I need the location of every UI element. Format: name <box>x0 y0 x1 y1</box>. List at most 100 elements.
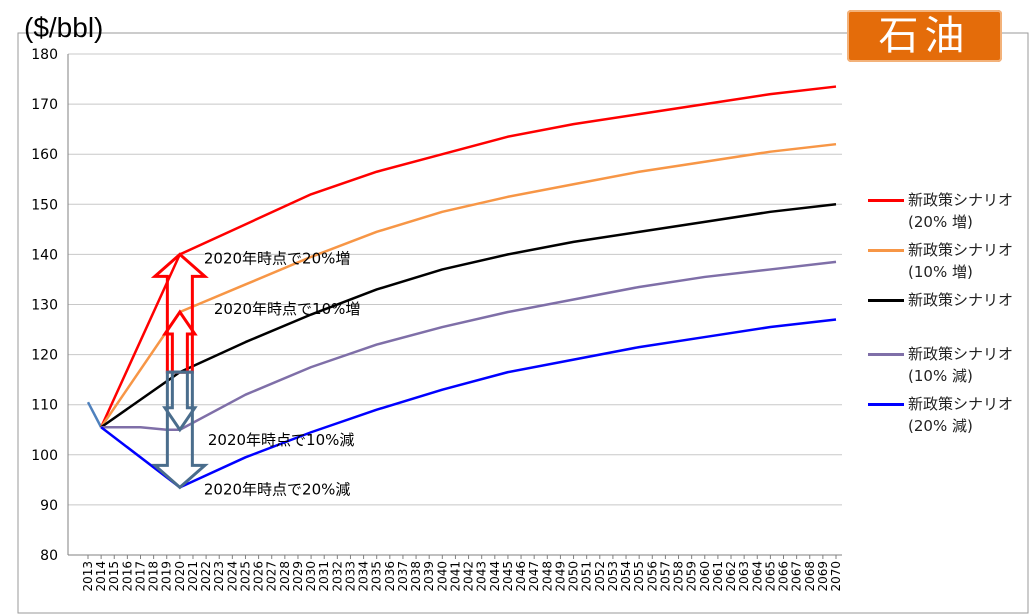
x-tick-label: 2029 <box>291 561 305 592</box>
legend-swatch <box>868 199 904 202</box>
x-tick-label: 2060 <box>698 561 712 592</box>
x-tick-label: 2018 <box>147 561 161 592</box>
x-tick-label: 2057 <box>658 561 672 592</box>
x-tick-label: 2052 <box>593 561 607 592</box>
y-tick-label: 90 <box>40 498 58 514</box>
series-line-4 <box>100 318 837 489</box>
x-tick-label: 2020 <box>173 561 187 592</box>
x-tick-label: 2026 <box>252 561 266 592</box>
y-tick-label: 150 <box>31 197 58 213</box>
legend-sub-label: (20% 増) <box>908 213 973 231</box>
x-tick-label: 2042 <box>462 561 476 592</box>
series-line-1 <box>100 142 837 428</box>
x-tick-label: 2049 <box>553 561 567 592</box>
y-tick-label: 160 <box>31 147 58 163</box>
y-tick-label: 130 <box>31 298 58 314</box>
y-tick-label: 80 <box>40 548 58 564</box>
legend-label: 新政策シナリオ <box>908 291 1014 309</box>
arrow-up-10 <box>162 309 198 374</box>
legend-item-plus20: 新政策シナリオ (20% 増) <box>868 188 1033 238</box>
x-tick-label: 2036 <box>383 561 397 592</box>
x-tick-label: 2022 <box>199 561 213 592</box>
x-tick-label: 2043 <box>475 561 489 592</box>
x-tick-label: 2027 <box>265 561 279 592</box>
legend-swatch <box>868 403 904 406</box>
x-tick-label: 2070 <box>829 561 843 592</box>
x-tick-label: 2068 <box>803 561 817 592</box>
legend-label: 新政策シナリオ <box>908 345 1014 363</box>
x-tick-label: 2059 <box>685 561 699 592</box>
x-tick-label: 2034 <box>357 561 371 592</box>
y-axis-unit-label: ($/bbl) <box>24 12 104 43</box>
x-tick-label: 2041 <box>448 561 462 592</box>
x-tick-label: 2062 <box>724 561 738 592</box>
x-tick-label: 2048 <box>540 561 554 592</box>
x-tick-label: 2044 <box>488 561 502 592</box>
x-tick-label: 2023 <box>212 561 226 592</box>
x-tick-label: 2024 <box>225 561 239 592</box>
x-tick-label: 2025 <box>238 561 252 592</box>
annotation-label: 2020年時点で10%増 <box>214 300 361 318</box>
x-tick-label: 2040 <box>435 561 449 592</box>
x-tick-label: 2051 <box>580 561 594 592</box>
y-tick-label: 170 <box>31 97 58 113</box>
x-tick-label: 2014 <box>94 561 108 592</box>
series-line-3 <box>101 260 837 431</box>
x-tick-label: 2066 <box>777 561 791 592</box>
x-tick-label: 2016 <box>120 561 134 592</box>
x-tick-label: 2028 <box>278 561 292 592</box>
x-tick-label: 2033 <box>343 561 357 592</box>
chart-frame <box>17 32 1029 614</box>
commodity-badge: 石油 <box>847 10 1002 62</box>
x-tick-label: 2047 <box>527 561 541 592</box>
y-tick-label: 120 <box>31 348 58 364</box>
x-tick-label: 2030 <box>304 561 318 592</box>
y-tick-label: 140 <box>31 247 58 263</box>
x-tick-label: 2056 <box>645 561 659 592</box>
x-tick-label: 2037 <box>396 561 410 592</box>
x-tick-label: 2017 <box>133 561 147 592</box>
y-tick-label: 180 <box>31 47 58 63</box>
x-tick-label: 2065 <box>763 561 777 592</box>
x-tick-label: 2058 <box>672 561 686 592</box>
series-line-0 <box>99 85 837 428</box>
x-tick-label: 2046 <box>514 561 528 592</box>
legend-label: 新政策シナリオ <box>908 241 1014 259</box>
x-tick-label: 2054 <box>619 561 633 592</box>
legend: 新政策シナリオ (20% 増) 新政策シナリオ (10% 増) 新政策シナリオ … <box>868 188 1033 442</box>
arrow-up-20 <box>150 252 209 374</box>
arrow-down-10 <box>162 370 198 433</box>
x-tick-label: 2055 <box>632 561 646 592</box>
x-tick-label: 2015 <box>107 561 121 592</box>
annotation-label: 2020年時点で20%減 <box>204 480 351 498</box>
x-tick-label: 2038 <box>409 561 423 592</box>
series-line-2 <box>100 203 837 429</box>
x-tick-label: 2064 <box>750 561 764 592</box>
x-tick-label: 2061 <box>711 561 725 592</box>
legend-item-minus20: 新政策シナリオ (20% 減) <box>868 392 1033 442</box>
x-tick-label: 2013 <box>81 561 95 592</box>
annotation-label: 2020年時点で20%増 <box>204 249 351 267</box>
history-line <box>86 401 103 428</box>
annotation-label: 2020年時点で10%減 <box>208 431 355 449</box>
legend-label: 新政策シナリオ <box>908 395 1014 413</box>
legend-sub-label: (10% 減) <box>908 367 973 385</box>
legend-swatch <box>868 299 904 302</box>
legend-swatch <box>868 249 904 252</box>
legend-item-minus10: 新政策シナリオ (10% 減) <box>868 342 1033 392</box>
x-tick-label: 2045 <box>501 561 515 592</box>
legend-item-plus10: 新政策シナリオ (10% 増) <box>868 238 1033 288</box>
legend-sub-label: (20% 減) <box>908 417 973 435</box>
x-tick-label: 2069 <box>816 561 830 592</box>
x-tick-label: 2035 <box>370 561 384 592</box>
legend-label: 新政策シナリオ <box>908 191 1014 209</box>
x-tick-label: 2031 <box>317 561 331 592</box>
x-tick-label: 2053 <box>606 561 620 592</box>
x-tick-label: 2021 <box>186 561 200 592</box>
x-tick-label: 2032 <box>330 561 344 592</box>
legend-item-base: 新政策シナリオ <box>868 288 1033 342</box>
x-tick-label: 2050 <box>567 561 581 592</box>
x-tick-label: 2019 <box>160 561 174 592</box>
x-tick-label: 2063 <box>737 561 751 592</box>
